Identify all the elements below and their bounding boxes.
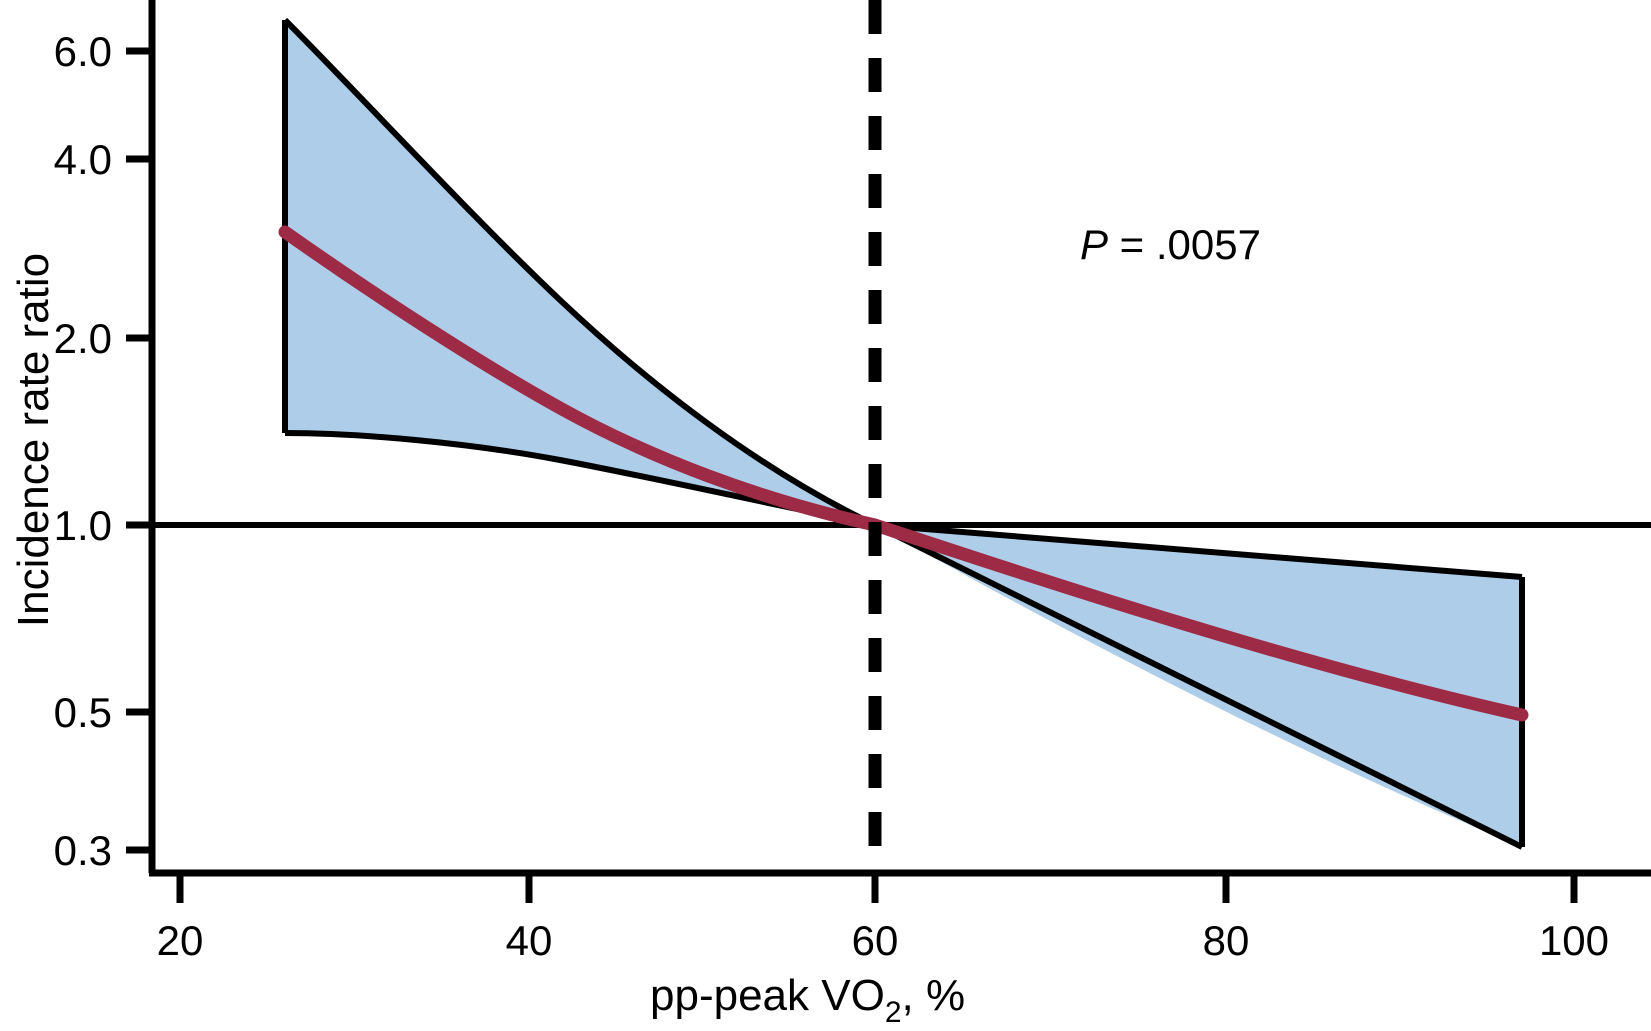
x-axis-ticks <box>176 873 1578 903</box>
y-axis-title: Incidence rate ratio <box>9 253 58 627</box>
y-tick-label-6.0: 6.0 <box>54 28 112 75</box>
x-axis-title-subscript: 2 <box>885 996 902 1029</box>
x-axis-title-main: pp-peak VO <box>650 971 885 1020</box>
x-tick-label-60: 60 <box>852 917 899 964</box>
y-tick-label-0.5: 0.5 <box>54 689 112 736</box>
x-axis-tick-labels: 20 40 60 80 100 <box>157 917 1609 964</box>
x-axis-title: pp-peak VO2, % <box>650 971 965 1029</box>
p-value-text: = .0057 <box>1108 221 1261 268</box>
confidence-interval-band-left <box>285 20 875 525</box>
y-tick-label-2.0: 2.0 <box>54 315 112 362</box>
y-tick-label-0.3: 0.3 <box>54 827 112 874</box>
y-axis-ticks <box>126 47 152 854</box>
x-tick-label-80: 80 <box>1203 917 1250 964</box>
estimate-line <box>278 225 1529 722</box>
y-tick-label-1.0: 1.0 <box>54 502 112 549</box>
x-tick-label-40: 40 <box>506 917 553 964</box>
svg-text:P = .0057: P = .0057 <box>1080 221 1261 268</box>
confidence-interval-upper-line <box>282 17 1523 580</box>
x-axis-title-tail: , % <box>902 971 966 1020</box>
x-tick-label-20: 20 <box>157 917 204 964</box>
y-tick-label-4.0: 4.0 <box>54 136 112 183</box>
p-value-annotation: P = .0057 <box>1080 221 1261 268</box>
p-value-symbol: P <box>1080 221 1108 268</box>
svg-text:pp-peak VO2, %: pp-peak VO2, % <box>650 971 965 1029</box>
x-tick-label-100: 100 <box>1539 917 1609 964</box>
y-axis-tick-labels: 6.0 4.0 2.0 1.0 0.5 0.3 <box>54 28 112 874</box>
